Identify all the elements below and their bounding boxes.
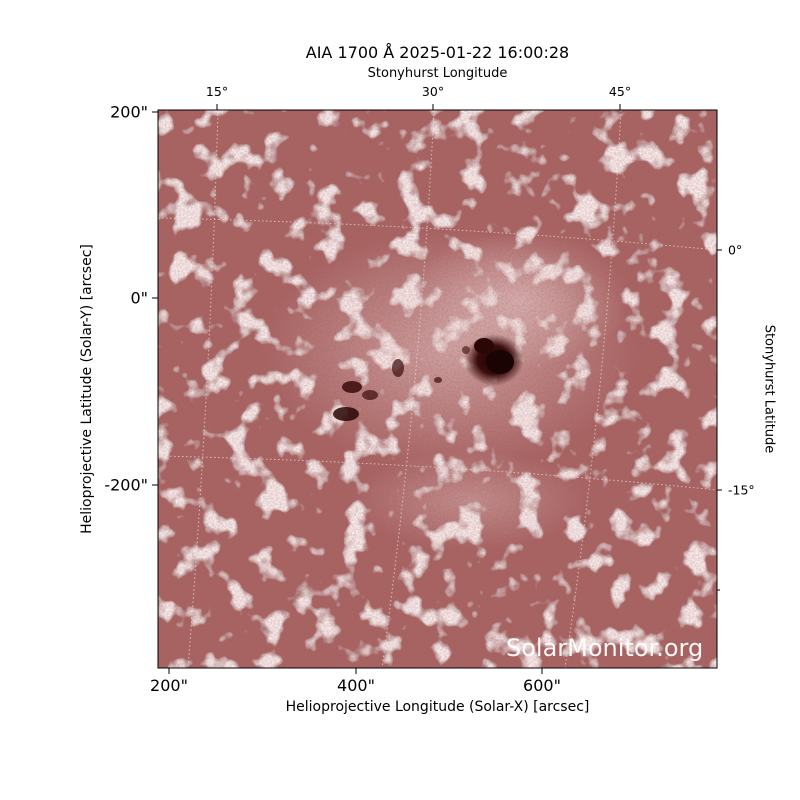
sunspot-pores — [333, 346, 470, 421]
right-tick-label: -15° — [728, 482, 755, 498]
left-tick-label: 200" — [110, 102, 148, 122]
fine-grain-noise — [158, 110, 717, 668]
top-tick-label: 15° — [205, 84, 229, 99]
bottom-axis-label: Helioprojective Longitude (Solar-X) [arc… — [285, 699, 590, 715]
stonyhurst-grid — [158, 110, 717, 668]
right-tick-label: 0° — [728, 242, 743, 258]
bottom-tick-label: 400" — [337, 676, 375, 695]
top-tick-label: 45° — [608, 84, 632, 99]
watermark-text: SolarMonitor.org — [506, 634, 704, 662]
left-tick-label: 0" — [130, 288, 148, 308]
left-tick-label: -200" — [104, 475, 148, 495]
bottom-tick-label: 200" — [150, 676, 188, 695]
plot-frame — [157, 109, 718, 669]
top-axis-label: Stonyhurst Longitude — [367, 66, 508, 81]
top-tick-label: 30° — [421, 84, 445, 99]
bottom-tick-label: 600" — [523, 676, 561, 695]
tick-marks — [152, 104, 722, 674]
solar-image — [158, 110, 717, 668]
plot-title: AIA 1700 Å 2025-01-22 16:00:28 — [305, 43, 570, 62]
main-sunspot — [464, 334, 524, 386]
